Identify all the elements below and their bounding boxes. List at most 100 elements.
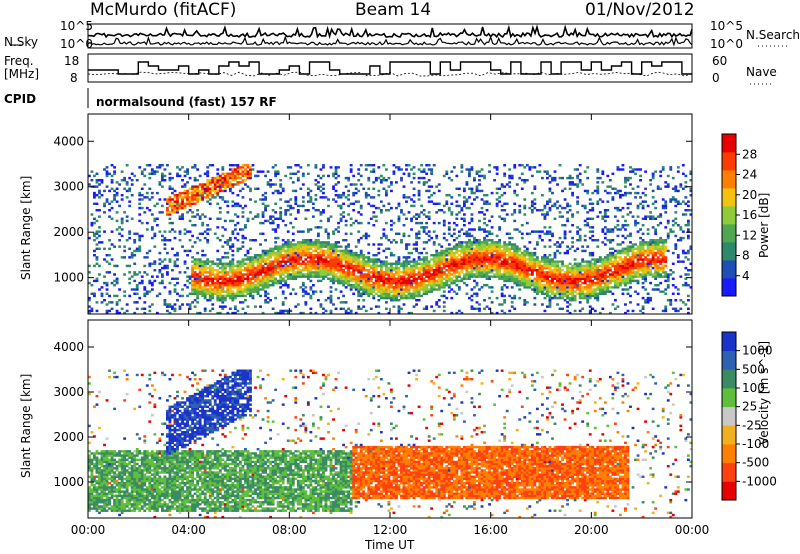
heatmap-cell	[523, 266, 527, 270]
heatmap-cell	[291, 256, 295, 259]
heatmap-cell	[510, 305, 514, 308]
heatmap-cell	[327, 219, 330, 223]
heatmap-cell	[276, 258, 280, 261]
heatmap-cell	[216, 299, 220, 302]
heatmap-cell	[95, 309, 99, 313]
heatmap-cell	[515, 247, 519, 251]
heatmap-cell	[543, 273, 547, 276]
heatmap-cell	[591, 217, 595, 221]
heatmap-cell	[322, 211, 325, 214]
heatmap-cell	[301, 249, 305, 253]
heatmap-cell	[296, 243, 300, 246]
heatmap-cell	[400, 284, 403, 287]
heatmap-cell	[528, 269, 532, 272]
heatmap-cell	[405, 294, 408, 298]
heatmap-cell	[148, 309, 152, 313]
heatmap-cell	[473, 176, 476, 180]
heatmap-cell	[495, 204, 499, 208]
heatmap-cell	[478, 262, 481, 266]
heatmap-cell	[349, 286, 353, 289]
heatmap-cell	[143, 288, 147, 291]
heatmap-cell	[568, 299, 572, 302]
heatmap-cell	[447, 260, 451, 263]
heatmap-cell	[447, 221, 451, 225]
heatmap-cell	[405, 296, 408, 300]
heatmap-cell	[535, 273, 539, 276]
heatmap-cell	[155, 166, 159, 169]
heatmap-cell	[236, 170, 240, 173]
heatmap-cell	[561, 279, 564, 283]
heatmap-cell	[352, 191, 356, 195]
heatmap-cell	[100, 194, 104, 197]
heatmap-cell	[576, 273, 580, 276]
heatmap-cell	[317, 264, 320, 268]
heatmap-cell	[216, 269, 220, 272]
heatmap-cell	[465, 198, 469, 201]
heatmap-cell	[561, 307, 564, 311]
heatmap-cell	[239, 269, 242, 272]
nsearch-tick-top: 10^5	[710, 19, 743, 33]
heatmap-cell	[583, 269, 587, 272]
heatmap-cell	[218, 211, 222, 214]
heatmap-cell	[558, 271, 562, 274]
heatmap-cell	[274, 189, 278, 193]
heatmap-cell	[254, 279, 257, 283]
heatmap-cell	[462, 187, 466, 191]
heatmap-cell	[392, 254, 396, 257]
heatmap-cell	[296, 271, 300, 274]
heatmap-cell	[427, 260, 431, 263]
heatmap-cell	[299, 230, 303, 233]
heatmap-cell	[505, 277, 509, 281]
heatmap-cell	[535, 170, 539, 173]
heatmap-cell	[596, 271, 600, 274]
heatmap-cell	[178, 202, 182, 206]
heatmap-cell	[274, 264, 278, 268]
heatmap-cell	[314, 226, 318, 229]
heatmap-cell	[221, 189, 225, 193]
heatmap-cell	[339, 266, 343, 270]
heatmap-cell	[588, 309, 592, 313]
heatmap-cell	[553, 264, 557, 268]
heatmap-cell	[115, 279, 119, 283]
heatmap-cell	[347, 262, 351, 266]
heatmap-cell	[329, 251, 333, 255]
heatmap-cell	[347, 266, 351, 270]
heatmap-cell	[105, 185, 109, 188]
heatmap-cell	[88, 311, 91, 315]
heatmap-cell	[329, 273, 333, 276]
heatmap-cell	[274, 311, 278, 315]
heatmap-cell	[135, 232, 139, 236]
heatmap-cell	[281, 284, 285, 287]
heatmap-cell	[535, 241, 539, 244]
heatmap-cell	[603, 243, 607, 246]
heatmap-cell	[150, 262, 154, 266]
heatmap-cell	[513, 254, 517, 257]
heatmap-cell	[573, 275, 577, 278]
heatmap-cell	[518, 211, 522, 214]
heatmap-cell	[442, 284, 446, 287]
nsky-tick-bottom: 10^0	[60, 37, 93, 51]
heatmap-cell	[390, 219, 393, 223]
heatmap-cell	[535, 258, 539, 261]
heatmap-cell	[588, 273, 592, 276]
heatmap-cell	[264, 260, 267, 263]
heatmap-cell	[447, 232, 451, 236]
heatmap-cell	[488, 286, 491, 289]
heatmap-cell	[203, 296, 207, 300]
heatmap-cell	[425, 164, 429, 167]
heatmap-cell	[390, 286, 393, 289]
heatmap-cell	[153, 217, 157, 221]
heatmap-cell	[430, 284, 434, 287]
heatmap-cell	[490, 226, 494, 229]
heatmap-cell	[510, 213, 514, 216]
heatmap-cell	[488, 247, 491, 251]
heatmap-cell	[286, 249, 290, 253]
heatmap-cell	[218, 271, 222, 274]
heatmap-cell	[578, 239, 582, 242]
heatmap-cell	[548, 209, 552, 212]
heatmap-cell	[291, 181, 295, 184]
heatmap-cell	[422, 168, 426, 171]
heatmap-cell	[480, 269, 484, 272]
heatmap-cell	[309, 286, 313, 289]
heatmap-cell	[520, 251, 524, 255]
